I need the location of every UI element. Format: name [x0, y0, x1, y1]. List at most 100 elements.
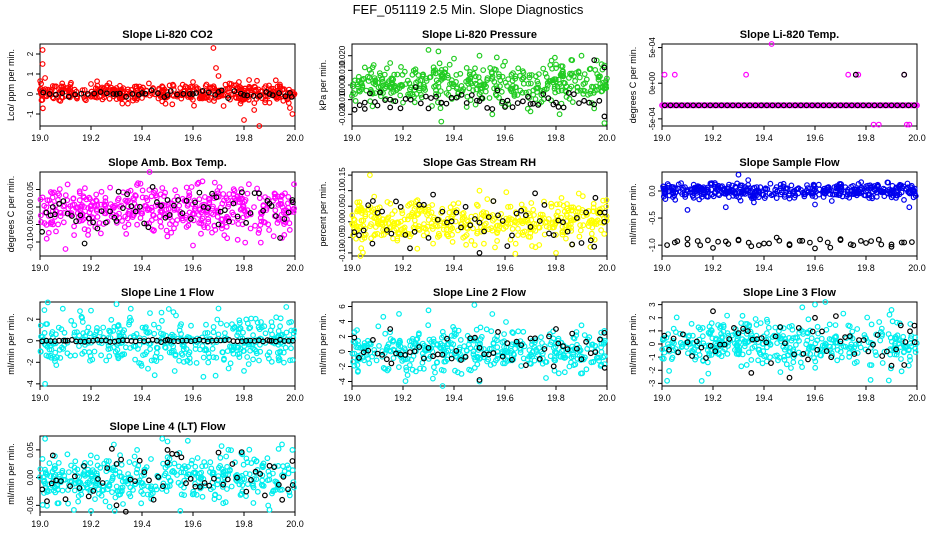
data-point — [97, 464, 104, 471]
y-tick-label: -4 — [338, 377, 347, 385]
data-point — [893, 335, 900, 342]
data-point-black — [142, 90, 149, 97]
data-point — [427, 353, 434, 360]
data-point-black — [361, 99, 368, 106]
y-tick-label: -2 — [648, 366, 657, 374]
data-point — [376, 204, 383, 211]
data-point-black — [578, 356, 585, 363]
data-point — [131, 83, 138, 90]
data-point — [228, 81, 235, 87]
data-point-black — [837, 237, 844, 244]
y-tick-label: -0.010 — [338, 88, 347, 111]
data-point — [492, 336, 498, 343]
data-point — [367, 223, 374, 230]
data-point — [437, 344, 443, 351]
data-point-black — [99, 480, 106, 486]
data-point — [682, 194, 689, 200]
data-point — [81, 194, 87, 201]
data-point-black — [591, 101, 598, 108]
data-point-black — [898, 239, 905, 246]
data-point-black — [564, 346, 571, 353]
data-point-black — [893, 346, 899, 353]
data-point — [747, 328, 754, 335]
data-point — [241, 348, 247, 354]
data-point — [178, 350, 185, 357]
data-point-black — [113, 91, 120, 97]
x-tick-label: 19.6 — [806, 393, 824, 403]
data-point — [76, 190, 83, 197]
data-point — [222, 81, 229, 88]
x-tick-label: 19.8 — [235, 263, 253, 273]
y-tick-label: 0.00 — [26, 469, 35, 485]
data-point-black — [49, 452, 56, 459]
data-point — [146, 187, 153, 193]
data-point — [839, 354, 845, 361]
data-point — [439, 328, 446, 335]
data-point-black — [499, 98, 506, 105]
data-point — [62, 93, 69, 99]
data-point — [220, 356, 227, 363]
data-point — [82, 333, 88, 340]
data-point — [373, 357, 380, 364]
data-point — [380, 82, 387, 88]
data-point — [739, 189, 745, 196]
panel-title: Slope Line 2 Flow — [433, 287, 526, 299]
data-point — [259, 462, 266, 469]
data-point-black — [164, 197, 171, 203]
data-point — [547, 341, 554, 348]
data-point — [239, 472, 245, 479]
data-point — [496, 71, 502, 77]
data-point — [349, 220, 356, 227]
data-point — [67, 212, 74, 218]
data-point-black — [129, 90, 136, 97]
data-point-black — [746, 102, 753, 109]
data-point — [764, 344, 770, 351]
data-point — [762, 186, 768, 193]
data-point — [470, 87, 477, 94]
x-tick-label: 19.8 — [857, 263, 875, 273]
data-point-black — [680, 331, 686, 338]
data-point — [262, 99, 269, 106]
data-point-black — [43, 209, 50, 216]
data-point — [181, 492, 188, 499]
data-point — [414, 245, 421, 252]
data-point — [519, 229, 526, 236]
data-point — [60, 203, 67, 210]
data-point — [385, 341, 392, 348]
data-point — [80, 216, 87, 222]
data-point — [553, 61, 559, 68]
data-point — [180, 346, 187, 353]
data-point-black — [833, 313, 839, 320]
data-point — [138, 483, 145, 490]
data-point — [101, 202, 108, 209]
data-point — [577, 222, 583, 229]
data-point-black — [128, 203, 135, 210]
data-point — [350, 81, 357, 87]
data-point — [494, 237, 501, 244]
data-point — [682, 184, 688, 191]
data-point — [204, 330, 211, 336]
data-point — [471, 242, 478, 249]
data-point — [752, 189, 759, 196]
data-point — [71, 232, 77, 239]
data-point — [257, 239, 264, 246]
data-point — [371, 215, 377, 222]
data-point-black — [735, 330, 742, 337]
data-point-black — [786, 374, 793, 381]
data-point — [738, 363, 745, 370]
data-point — [430, 336, 437, 343]
data-point — [588, 230, 595, 237]
data-point — [127, 187, 134, 194]
data-point-black — [132, 208, 139, 215]
data-point-black — [703, 355, 709, 361]
data-point — [369, 353, 376, 360]
data-point — [541, 343, 548, 350]
x-tick-label: 19.8 — [235, 519, 253, 529]
x-tick-label: 19.0 — [653, 133, 671, 143]
data-point-black — [91, 90, 98, 97]
data-point — [287, 357, 293, 364]
data-point — [188, 184, 195, 190]
data-point-black — [226, 218, 233, 225]
data-point-black — [365, 347, 372, 354]
data-point-black — [710, 244, 716, 251]
